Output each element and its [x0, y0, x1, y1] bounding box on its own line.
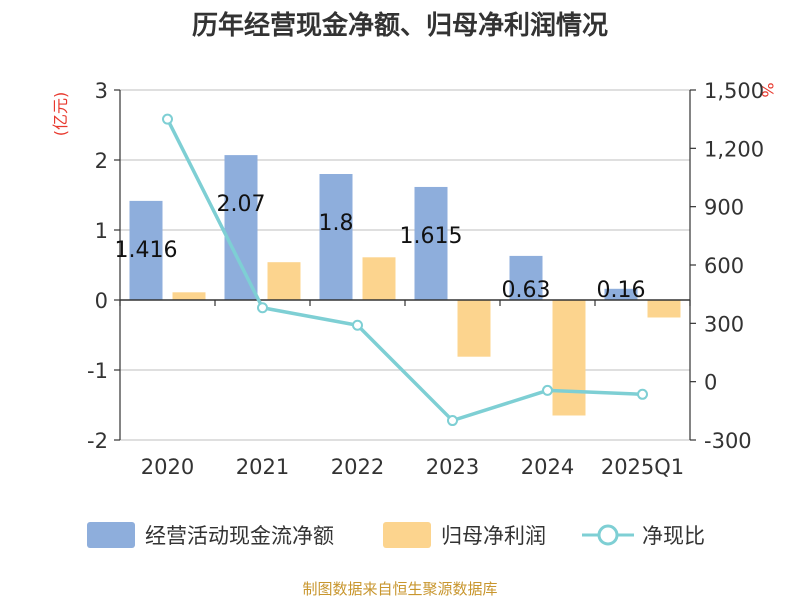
bar-profit: [647, 300, 681, 318]
legend-label-cashflow: 经营活动现金流净额: [145, 524, 334, 548]
bar-profit: [267, 262, 301, 300]
left-tick-label: 0: [95, 289, 108, 313]
data-label-cashflow: 1.416: [115, 238, 178, 263]
right-tick-label: 300: [704, 312, 744, 336]
legend-label-ratio: 净现比: [642, 524, 705, 548]
ratio-point: [352, 319, 363, 331]
data-source: 制图数据来自恒生聚源数据库: [302, 580, 497, 598]
x-tick-label: 2023: [426, 455, 479, 479]
bar-cashflow: [129, 200, 163, 300]
left-tick-label: -2: [87, 429, 108, 453]
legend-item-profit[interactable]: 归母净利润: [383, 522, 546, 548]
legend-item-cashflow[interactable]: 经营活动现金流净额: [87, 522, 334, 548]
bar-cashflow: [604, 288, 638, 300]
chart-title: 历年经营现金净额、归母净利润情况: [192, 10, 608, 41]
legend-item-ratio[interactable]: 净现比: [582, 524, 705, 548]
legend-marker-ratio: [597, 524, 619, 546]
grid: [120, 89, 690, 441]
bar-profit: [172, 292, 206, 300]
bar-cashflow: [319, 174, 353, 300]
x-tick-label: 2021: [236, 455, 289, 479]
legend-swatch-profit: [383, 522, 431, 548]
left-tick-label: 2: [95, 149, 108, 173]
left-tick-label: 3: [95, 79, 108, 103]
data-label-cashflow: 0.63: [502, 278, 551, 303]
right-tick-label: 600: [704, 254, 744, 278]
bar-cashflow: [414, 186, 448, 300]
legend-label-profit: 归母净利润: [441, 524, 546, 548]
right-axis: 1,500 1,200 900 600 300 0 -300: [689, 79, 764, 453]
data-label-cashflow: 1.8: [319, 211, 354, 236]
legend-swatch-cashflow: [87, 522, 135, 548]
ratio-point: [447, 415, 458, 427]
left-tick-label: 1: [95, 219, 108, 243]
x-tick-label: 2020: [141, 455, 194, 479]
bar-cashflow: [224, 155, 258, 300]
left-axis-unit: (亿元): [51, 92, 70, 137]
right-tick-label: -300: [704, 429, 752, 453]
data-label-cashflow: 2.07: [217, 192, 266, 217]
bars: [129, 155, 681, 416]
right-tick-label: 0: [704, 371, 717, 395]
ratio-point: [637, 388, 648, 400]
left-axis: 3 2 1 0 -1 -2: [87, 79, 121, 453]
ratio-point: [162, 113, 173, 125]
data-label-cashflow: 0.16: [597, 278, 646, 303]
ratio-line: [162, 113, 648, 427]
legend: 经营活动现金流净额 归母净利润 净现比: [87, 522, 705, 548]
bar-profit: [457, 300, 491, 357]
bar-profit: [362, 257, 396, 300]
ratio-point: [257, 302, 268, 314]
x-tick-label: 2024: [521, 455, 574, 479]
x-tick-label: 2025Q1: [601, 455, 684, 479]
left-tick-label: -1: [87, 359, 108, 383]
bar-cashflow: [509, 255, 543, 300]
right-tick-label: 1,500: [704, 79, 764, 103]
x-tick-label: 2022: [331, 455, 384, 479]
bar-profit: [552, 300, 586, 416]
x-axis: 2020 2021 2022 2023 2024 2025Q1: [119, 299, 691, 479]
ratio-line-path: [165, 118, 643, 423]
right-tick-label: 900: [704, 196, 744, 220]
data-labels: 1.416 2.07 1.8 1.615 0.63 0.16: [115, 192, 646, 303]
right-axis-unit: %: [758, 82, 777, 97]
data-label-cashflow: 1.615: [400, 224, 463, 249]
ratio-point: [542, 384, 553, 396]
right-tick-label: 1,200: [704, 137, 764, 161]
